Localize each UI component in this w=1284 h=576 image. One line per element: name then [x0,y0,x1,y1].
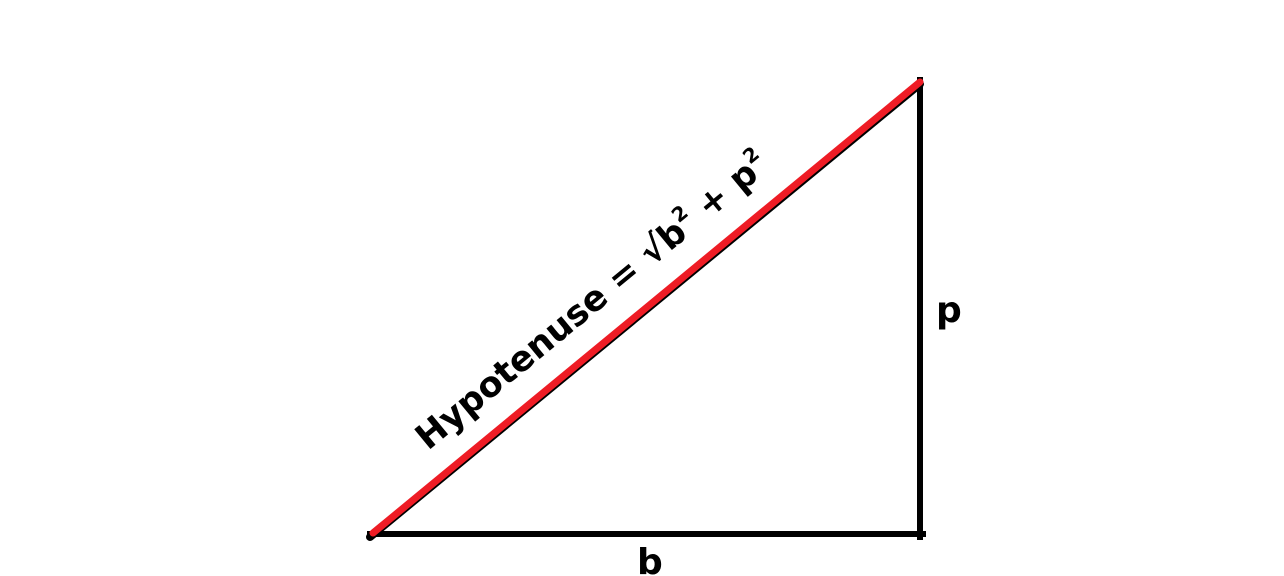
plus-sign: + [689,177,737,227]
hypotenuse-label: Hypotenuse = √b [408,212,694,458]
perpendicular-label: p [936,290,962,331]
base-label: b [637,542,663,576]
svg-text:Hypotenuse = √b2+p2: Hypotenuse = √b2+p2 [406,141,777,458]
hypotenuse [369,78,924,537]
hypotenuse-formula: Hypotenuse = √b2+p2 [406,141,777,458]
